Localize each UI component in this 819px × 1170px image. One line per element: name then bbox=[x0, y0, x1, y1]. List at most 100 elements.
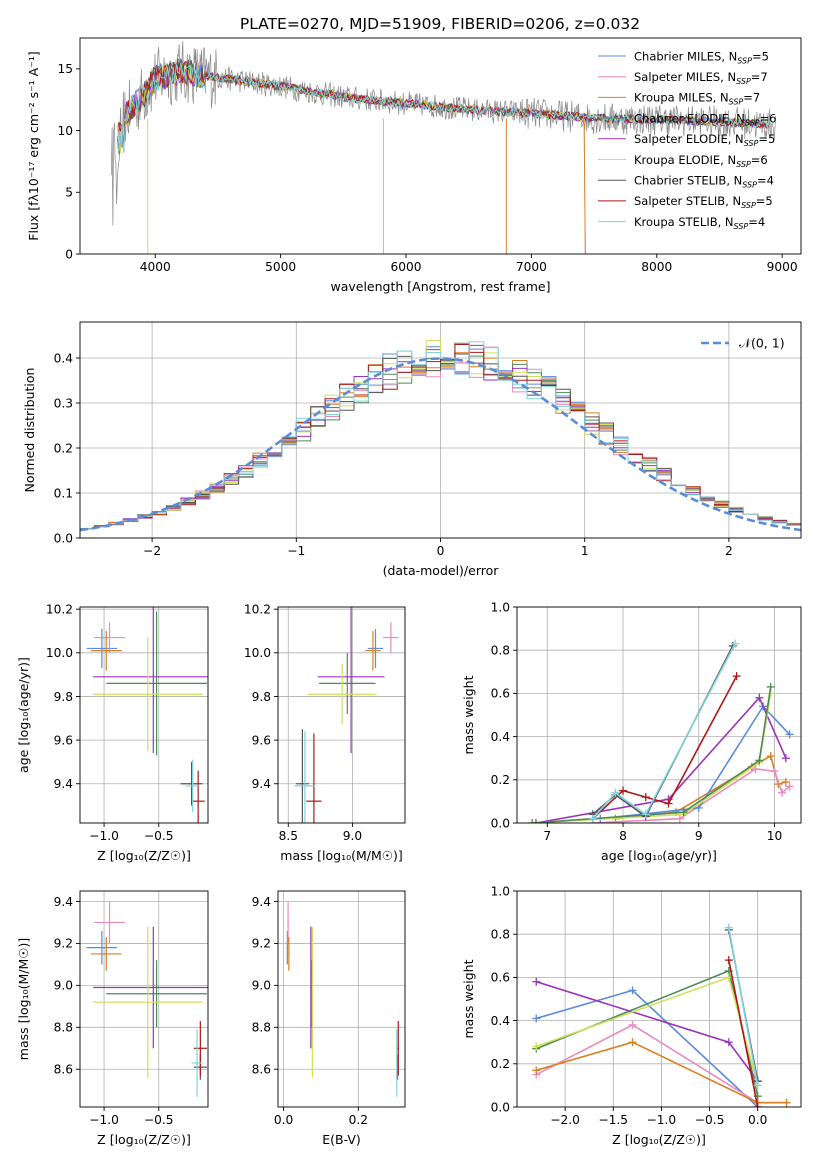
errorbar-kroupa-stelib bbox=[294, 731, 316, 823]
errorbar-kroupa-miles bbox=[90, 631, 122, 671]
marker-salpeter-stelib bbox=[619, 786, 628, 795]
marker-salpeter-miles bbox=[675, 814, 684, 823]
axes-frame: 7 8 9 10 0.0 0.2 0.4 0.6 0.8 1.0 age [log₁₀(age/yr… bbox=[461, 600, 802, 863]
axes-mass_vs_Z: −1.0 −0.5 8.6 8.8 9.0 9.2 9.4 Z [log₁₀(Z/Z☉)] ma… bbox=[16, 890, 209, 1147]
marker-salpeter-elodie bbox=[724, 1038, 733, 1047]
y-tick-label: 9.6 bbox=[54, 733, 73, 747]
marker-chabrier-miles bbox=[532, 1014, 541, 1023]
series-salpeter-miles bbox=[592, 768, 791, 823]
y-tick-label: 10 bbox=[57, 124, 73, 138]
series-kroupa-miles bbox=[615, 754, 787, 820]
y-tick-label: 8.8 bbox=[252, 1021, 271, 1035]
errorbar-kroupa-elodie bbox=[93, 926, 203, 1078]
y-tick-label: 9.2 bbox=[54, 937, 73, 951]
x-tick-label: 7 bbox=[543, 829, 551, 843]
x-tick-label: 0.0 bbox=[274, 1113, 293, 1127]
y-tick-label: 0.2 bbox=[54, 441, 73, 455]
x-tick-label: 4000 bbox=[140, 260, 171, 274]
errorbar-salpeter-elodie bbox=[310, 926, 312, 1049]
y-tick-label: 0.6 bbox=[491, 687, 510, 701]
legend-label: Chabrier ELODIE, NSSP=6 bbox=[634, 111, 776, 127]
y-axis-label: Flux [fλ10⁻¹⁷ erg cm⁻² s⁻¹ A⁻¹] bbox=[26, 51, 41, 240]
series-kroupa-miles bbox=[536, 1041, 787, 1104]
marker-salpeter-elodie bbox=[531, 819, 540, 823]
y-tick-label: 0.4 bbox=[54, 351, 74, 365]
marker-kroupa-miles bbox=[532, 1066, 541, 1075]
errorbar-chabrier-stelib bbox=[180, 761, 203, 806]
legend-label: Chabrier MILES, NSSP=5 bbox=[634, 49, 769, 65]
y-axis-label: mass weight bbox=[461, 959, 476, 1038]
y-tick-label: 5 bbox=[65, 186, 73, 200]
errorbar-salpeter-miles bbox=[287, 901, 289, 944]
errorbar-kroupa-elodie bbox=[311, 926, 314, 1078]
y-tick-label: 9.2 bbox=[252, 937, 271, 951]
marker-kroupa-miles bbox=[766, 752, 775, 761]
axes-frame: −2 −1 0 1 2 0.0 0.1 0.2 0.3 0.4 (data-model)/error… bbox=[22, 321, 802, 578]
marker-salpeter-miles bbox=[770, 767, 779, 776]
marker-salpeter-elodie bbox=[755, 693, 764, 702]
y-tick-label: 0.0 bbox=[54, 531, 73, 545]
y-tick-label: 9.8 bbox=[54, 690, 73, 704]
normal-distribution-curve bbox=[80, 357, 801, 532]
series-chabrier-elodie bbox=[532, 686, 772, 823]
marker-kroupa-stelib bbox=[753, 1081, 762, 1090]
marker-salpeter-stelib bbox=[641, 793, 650, 802]
marker-chabrier-elodie bbox=[755, 756, 764, 765]
marker-salpeter-miles bbox=[628, 1020, 637, 1029]
x-tick-label: 7000 bbox=[516, 260, 547, 274]
y-axis-label: mass weight bbox=[461, 675, 476, 754]
plot-area bbox=[80, 891, 208, 1107]
x-tick-label: −1.0 bbox=[647, 1113, 677, 1127]
legend-label: Chabrier STELIB, NSSP=4 bbox=[634, 174, 774, 190]
legend-label: Kroupa ELODIE, NSSP=6 bbox=[634, 153, 768, 169]
marker-salpeter-stelib bbox=[753, 1103, 762, 1107]
x-tick-label: −0.5 bbox=[144, 829, 174, 843]
marker-chabrier-miles bbox=[694, 803, 703, 812]
marker-chabrier-miles bbox=[785, 730, 794, 739]
axes-mass_vs_ebv: 0.0 0.2 8.6 8.8 9.0 9.2 9.4 E(B-V) bbox=[252, 890, 406, 1147]
marker-salpeter-miles bbox=[785, 782, 794, 791]
y-tick-label: 0.4 bbox=[491, 730, 511, 744]
x-axis-label: E(B-V) bbox=[322, 1132, 361, 1147]
errorbar-kroupa-elodie bbox=[93, 637, 203, 751]
y-tick-label: 0.1 bbox=[54, 486, 73, 500]
marker-kroupa-elodie bbox=[532, 1042, 541, 1051]
plot-frame bbox=[79, 890, 209, 1108]
y-tick-label: 0.0 bbox=[491, 816, 510, 830]
errorbar-kroupa-miles bbox=[90, 937, 122, 971]
errorbar-kroupa-stelib bbox=[191, 1029, 203, 1097]
errorbar-chabrier-miles bbox=[86, 628, 118, 669]
errorbar-kroupa-miles bbox=[365, 631, 381, 671]
marker-kroupa-miles bbox=[628, 1038, 637, 1047]
plot-frame bbox=[277, 606, 406, 824]
y-axis-label: Normed distribution bbox=[22, 368, 37, 493]
plot-area bbox=[517, 607, 801, 823]
axes-frame: 4000 5000 6000 7000 8000 9000 0 5 10 15 wavelength… bbox=[26, 37, 802, 294]
axes-age_vs_Z: −1.0 −0.5 9.4 9.6 9.8 10.0 10.2 Z [log₁₀(Z/Z☉)]… bbox=[16, 602, 209, 863]
y-tick-label: 9.4 bbox=[252, 895, 272, 909]
plot-frame bbox=[79, 37, 802, 255]
x-axis-label: Z [log₁₀(Z/Z☉)] bbox=[97, 1132, 191, 1147]
axes-frame: −1.0 −0.5 8.6 8.8 9.0 9.2 9.4 Z [log₁₀(Z/Z☉)] ma… bbox=[16, 890, 209, 1147]
marker-chabrier-elodie bbox=[679, 808, 688, 817]
axes-frame: 0.0 0.2 8.6 8.8 9.0 9.2 9.4 E(B-V) bbox=[252, 890, 406, 1147]
axes-weight_vs_age: 7 8 9 10 0.0 0.2 0.4 0.6 0.8 1.0 age [log₁₀(age/yr… bbox=[461, 600, 802, 863]
y-tick-label: 8.6 bbox=[54, 1063, 73, 1077]
x-tick-label: 0 bbox=[437, 544, 445, 558]
series-kroupa-stelib bbox=[592, 643, 736, 820]
errorbar-kroupa-stelib bbox=[396, 1029, 398, 1097]
errorbar-chabrier-elodie bbox=[106, 611, 207, 756]
marker-kroupa-miles bbox=[782, 1098, 791, 1107]
errorbar-salpeter-miles bbox=[94, 901, 125, 944]
x-tick-label: 0.2 bbox=[349, 1113, 368, 1127]
marker-salpeter-elodie bbox=[532, 977, 541, 986]
errorbar-salpeter-elodie bbox=[93, 607, 208, 754]
y-tick-label: 0.2 bbox=[491, 773, 510, 787]
y-tick-label: 10.0 bbox=[244, 646, 271, 660]
x-tick-label: 9000 bbox=[767, 260, 798, 274]
series-kroupa-stelib bbox=[728, 927, 759, 1086]
errorbar-kroupa-miles bbox=[288, 937, 290, 971]
y-tick-label: 0.8 bbox=[491, 928, 510, 942]
x-tick-label: 5000 bbox=[265, 260, 296, 274]
y-tick-label: 9.8 bbox=[252, 690, 271, 704]
